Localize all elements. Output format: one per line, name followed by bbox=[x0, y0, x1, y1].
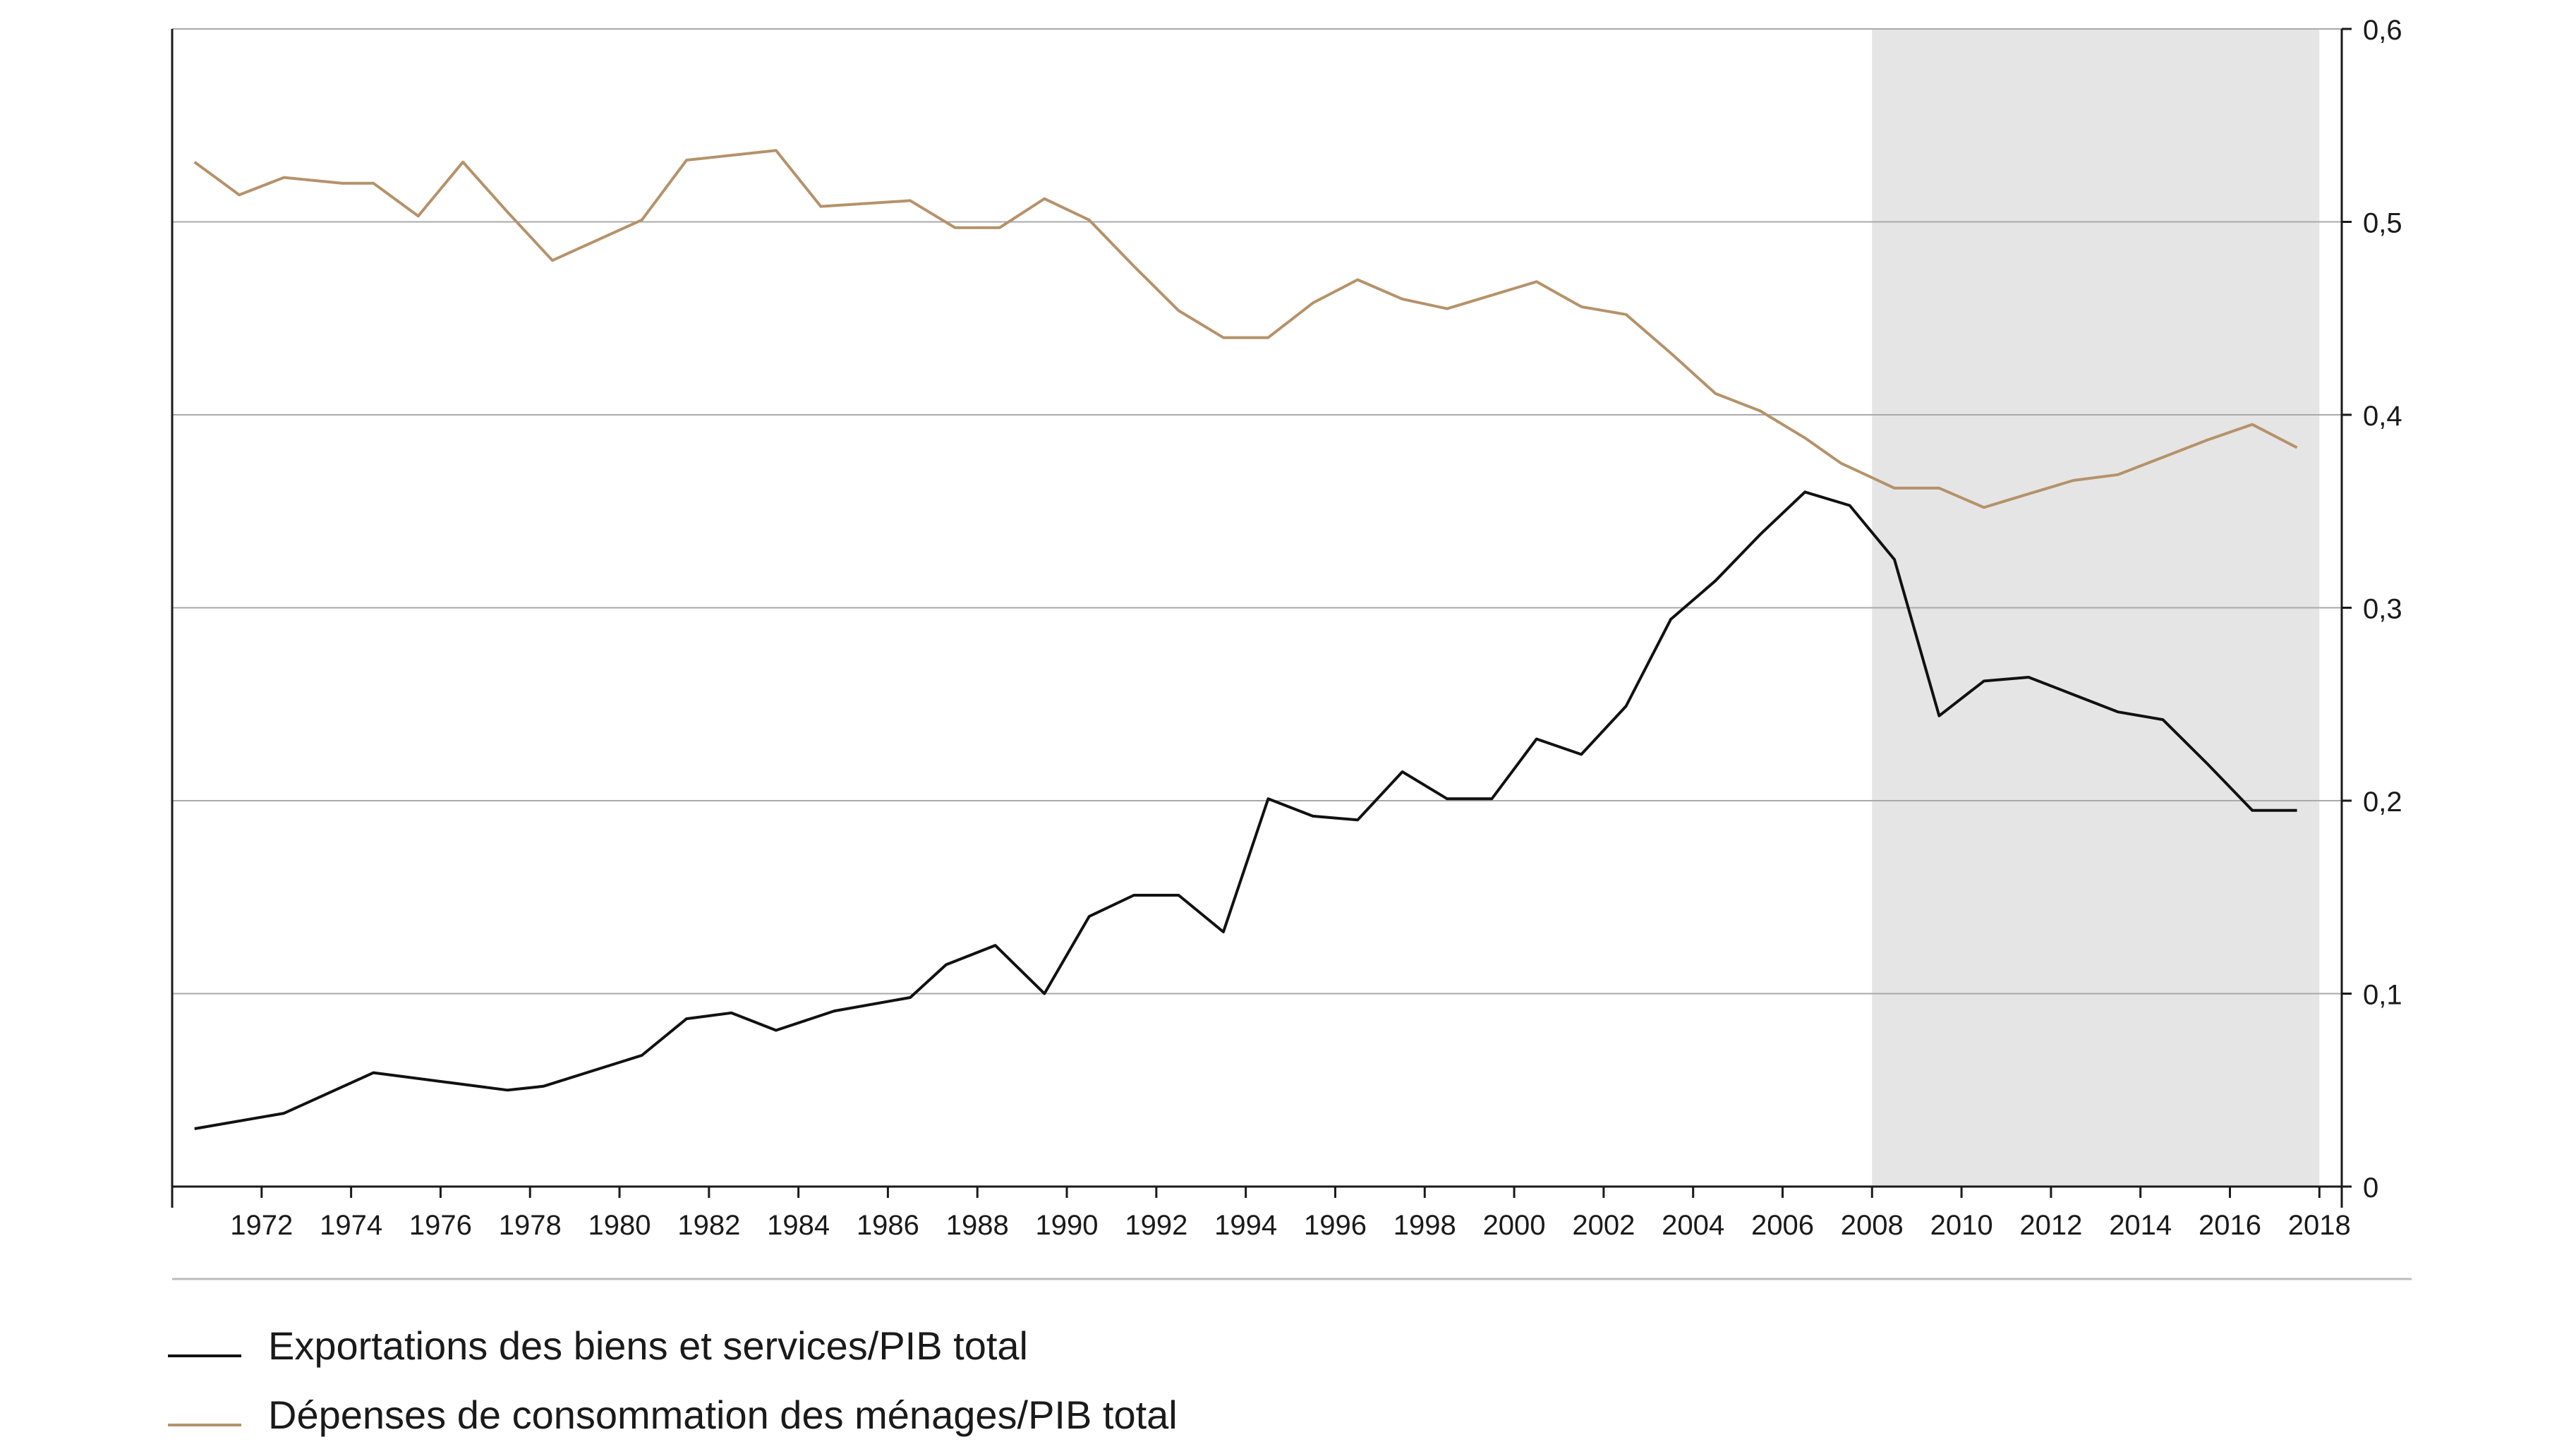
x-tick-label-2004: 2004 bbox=[1662, 1210, 1724, 1241]
x-tick-label-2000: 2000 bbox=[1483, 1210, 1546, 1241]
x-tick-label-1998: 1998 bbox=[1393, 1210, 1456, 1241]
y-tick-label-5: 0,5 bbox=[2363, 208, 2402, 239]
y-tick-label-0: 0 bbox=[2363, 1172, 2378, 1204]
series-line-1 bbox=[193, 149, 2298, 509]
x-tick-label-1982: 1982 bbox=[677, 1210, 740, 1241]
x-tick-label-1984: 1984 bbox=[767, 1210, 830, 1241]
x-tick-label-1976: 1976 bbox=[409, 1210, 472, 1241]
y-tick-label-1: 0,1 bbox=[2363, 980, 2402, 1011]
legend-swatch-exports bbox=[168, 1354, 241, 1357]
y-tick-label-2: 0,2 bbox=[2363, 787, 2402, 818]
x-tick-label-1978: 1978 bbox=[499, 1210, 562, 1241]
x-tick-label-2016: 2016 bbox=[2199, 1210, 2261, 1241]
axes bbox=[171, 28, 2352, 1208]
x-tick-label-2002: 2002 bbox=[1572, 1210, 1635, 1241]
y-tick-label-3: 0,3 bbox=[2363, 594, 2402, 625]
series-line-0 bbox=[194, 490, 2297, 1130]
legend-label-consumption: Dépenses de consommation des ménages/PIB… bbox=[268, 1392, 1178, 1437]
x-tick-label-2010: 2010 bbox=[1930, 1210, 1993, 1241]
x-tick-label-1992: 1992 bbox=[1125, 1210, 1187, 1241]
x-tick-label-1974: 1974 bbox=[320, 1210, 382, 1241]
x-tick-label-1994: 1994 bbox=[1214, 1210, 1277, 1241]
x-tick-label-2018: 2018 bbox=[2288, 1210, 2351, 1241]
legend-item-consumption: Dépenses de consommation des ménages/PIB… bbox=[168, 1380, 1178, 1449]
x-tick-label-2012: 2012 bbox=[2019, 1210, 2082, 1241]
y-tick-label-4: 0,4 bbox=[2363, 401, 2402, 432]
x-tick-label-1990: 1990 bbox=[1036, 1210, 1099, 1241]
y-tick-label-6: 0,6 bbox=[2363, 15, 2402, 46]
legend-label-exports: Exportations des biens et services/PIB t… bbox=[268, 1323, 1028, 1368]
legend-swatch-consumption bbox=[168, 1424, 241, 1426]
y-tick-labels: 0 0,1 0,2 0,3 0,4 0,5 0,6 bbox=[2363, 15, 2402, 1204]
legend-item-exports: Exportations des biens et services/PIB t… bbox=[168, 1311, 1178, 1380]
x-tick-label-2008: 2008 bbox=[1841, 1210, 1904, 1241]
x-tick-label-2014: 2014 bbox=[2109, 1210, 2172, 1241]
series-lines bbox=[193, 149, 2298, 1130]
x-tick-label-1996: 1996 bbox=[1304, 1210, 1367, 1241]
x-tick-label-1972: 1972 bbox=[230, 1210, 293, 1241]
x-tick-labels: 1972 1974 1976 1978 1980 1982 1984 1986 1988 1990… bbox=[230, 1210, 2350, 1241]
x-tick-label-1980: 1980 bbox=[588, 1210, 651, 1241]
legend: Exportations des biens et services/PIB t… bbox=[168, 1311, 1178, 1449]
gridlines bbox=[172, 28, 2342, 995]
x-tick-label-1986: 1986 bbox=[857, 1210, 919, 1241]
x-tick-label-1988: 1988 bbox=[946, 1210, 1009, 1241]
x-tick-label-2006: 2006 bbox=[1751, 1210, 1814, 1241]
